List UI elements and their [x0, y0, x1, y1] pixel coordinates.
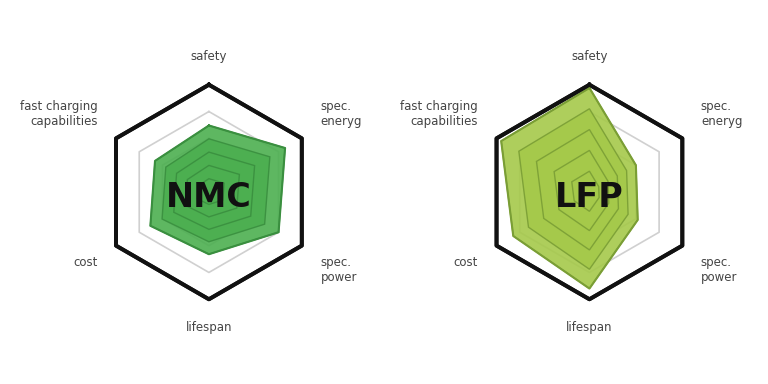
Text: spec.
power: spec. power — [701, 257, 737, 285]
Text: lifespan: lifespan — [186, 321, 232, 334]
Polygon shape — [520, 112, 659, 272]
Text: lifespan: lifespan — [566, 321, 613, 334]
Polygon shape — [566, 165, 613, 219]
Polygon shape — [186, 165, 232, 219]
Text: NMC: NMC — [166, 181, 252, 214]
Text: spec.
eneryg: spec. eneryg — [701, 99, 743, 127]
Polygon shape — [163, 138, 255, 246]
Polygon shape — [502, 88, 637, 288]
Text: spec.
eneryg: spec. eneryg — [320, 99, 362, 127]
Polygon shape — [519, 109, 628, 269]
Text: safety: safety — [190, 50, 227, 63]
Text: cost: cost — [73, 257, 98, 269]
Polygon shape — [537, 129, 618, 250]
Text: spec.
power: spec. power — [320, 257, 357, 285]
Polygon shape — [186, 166, 240, 217]
Polygon shape — [197, 179, 224, 204]
Polygon shape — [174, 152, 255, 229]
Polygon shape — [116, 85, 302, 299]
Polygon shape — [497, 85, 682, 299]
Polygon shape — [554, 151, 609, 231]
Polygon shape — [543, 138, 636, 246]
Text: fast charging
capabilities: fast charging capabilities — [400, 99, 478, 127]
Polygon shape — [572, 171, 599, 211]
Polygon shape — [497, 85, 682, 299]
Text: cost: cost — [454, 257, 478, 269]
Text: fast charging
capabilities: fast charging capabilities — [20, 99, 98, 127]
Text: LFP: LFP — [555, 181, 624, 214]
Polygon shape — [162, 139, 270, 242]
Polygon shape — [151, 126, 285, 254]
Polygon shape — [116, 85, 302, 299]
Text: safety: safety — [571, 50, 607, 63]
Polygon shape — [139, 112, 279, 272]
